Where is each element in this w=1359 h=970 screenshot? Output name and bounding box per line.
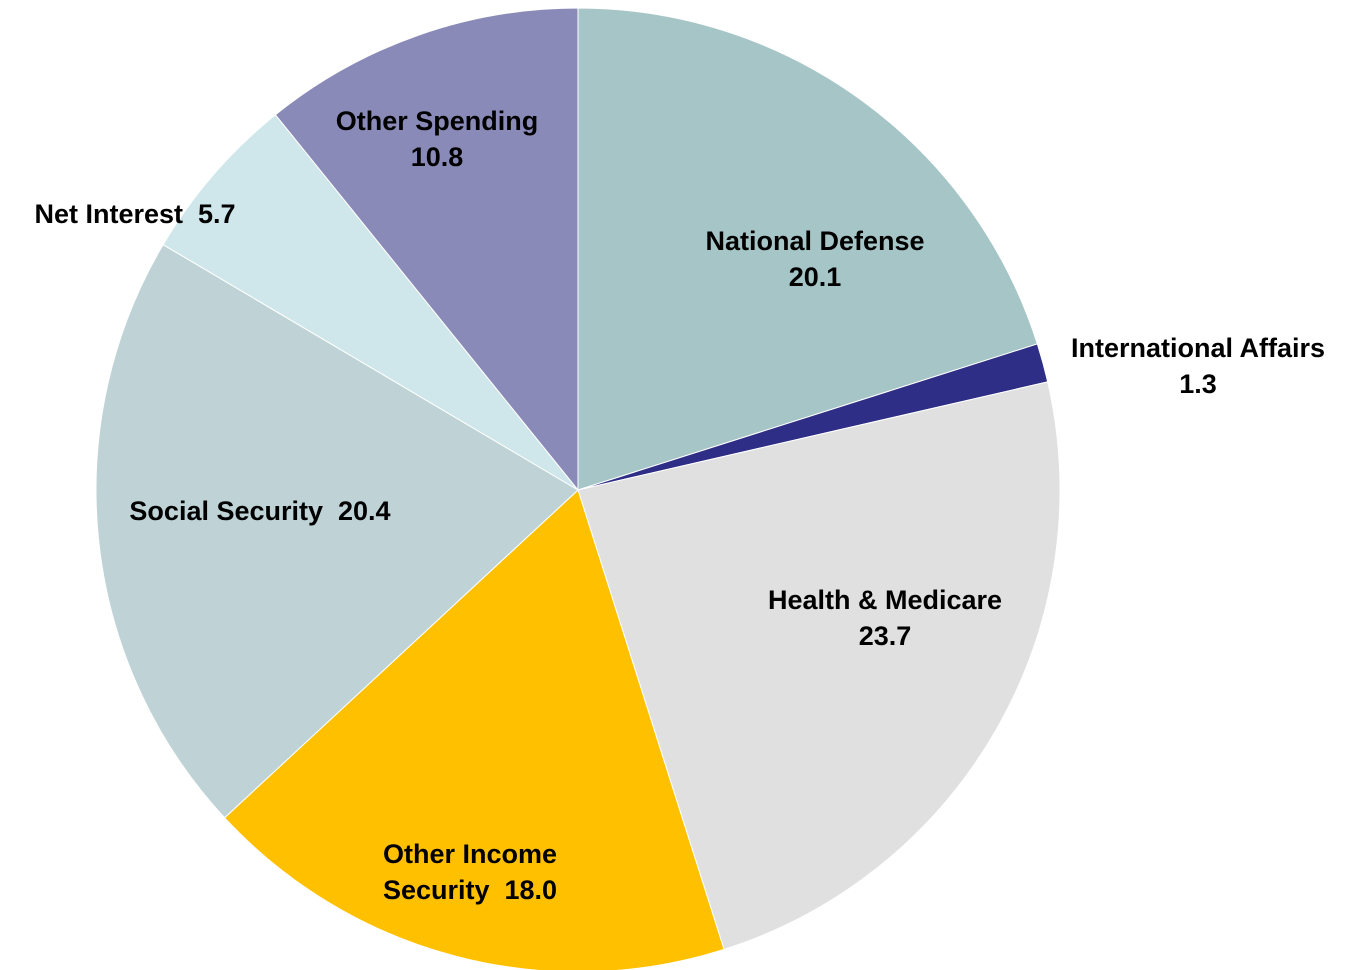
slice-label-social-security: Social Security 20.4 (129, 496, 390, 526)
slice-label-line: National Defense (705, 226, 924, 256)
slice-value-label: 20.4 (323, 496, 391, 526)
slice-name-label: Social Security (129, 496, 323, 526)
slice-label-line: Other Income (383, 839, 557, 869)
slice-name-label: Other Income (383, 839, 557, 869)
slice-label-line: Net Interest 5.7 (34, 199, 235, 229)
pie-slice-social-security (95, 243, 579, 819)
slice-value-label: 23.7 (859, 621, 912, 651)
pie-slices (95, 7, 1061, 970)
slice-label-line: 10.8 (411, 142, 464, 172)
slice-name-label: International Affairs (1071, 333, 1325, 363)
slice-name-label: Other Spending (336, 106, 539, 136)
slice-value-label: 18.0 (490, 875, 558, 905)
slice-label-other-spending: Other Spending 10.8 (336, 106, 539, 172)
slice-name-label: National Defense (705, 226, 924, 256)
slice-label-international-affairs: International Affairs 1.3 (1071, 333, 1325, 399)
slice-label-line: 23.7 (859, 621, 912, 651)
slice-name-label: Net Interest (34, 199, 183, 229)
slice-label-line: 20.1 (789, 262, 842, 292)
slice-label-line: International Affairs (1071, 333, 1325, 363)
slice-label-other-income-security: Other Income Security 18.0 (383, 839, 557, 905)
pie-slice-net-interest (162, 114, 579, 491)
pie-slice-other-spending (274, 7, 579, 492)
pie-labels: National Defense 20.1 International Affair… (34, 106, 1325, 905)
slice-label-line: Social Security 20.4 (129, 496, 390, 526)
slice-value-label: 20.1 (789, 262, 842, 292)
slice-label-line: 1.3 (1179, 369, 1217, 399)
pie-slice-other-income-security (223, 489, 725, 970)
slice-label-line: Security 18.0 (383, 875, 557, 905)
slice-name-label: Security (383, 875, 490, 905)
slice-label-line: Other Spending (336, 106, 539, 136)
pie-slice-national-defense (577, 7, 1038, 491)
slice-value-label: 10.8 (411, 142, 464, 172)
pie-slice-health-and-medicare (577, 381, 1061, 950)
slice-label-health-and-medicare: Health & Medicare 23.7 (768, 585, 1002, 651)
slice-label-net-interest: Net Interest 5.7 (34, 199, 235, 229)
slice-label-line: Health & Medicare (768, 585, 1002, 615)
slice-value-label: 5.7 (183, 199, 236, 229)
slice-name-label: Health & Medicare (768, 585, 1002, 615)
slice-label-national-defense: National Defense 20.1 (705, 226, 924, 292)
slice-value-label: 1.3 (1179, 369, 1217, 399)
